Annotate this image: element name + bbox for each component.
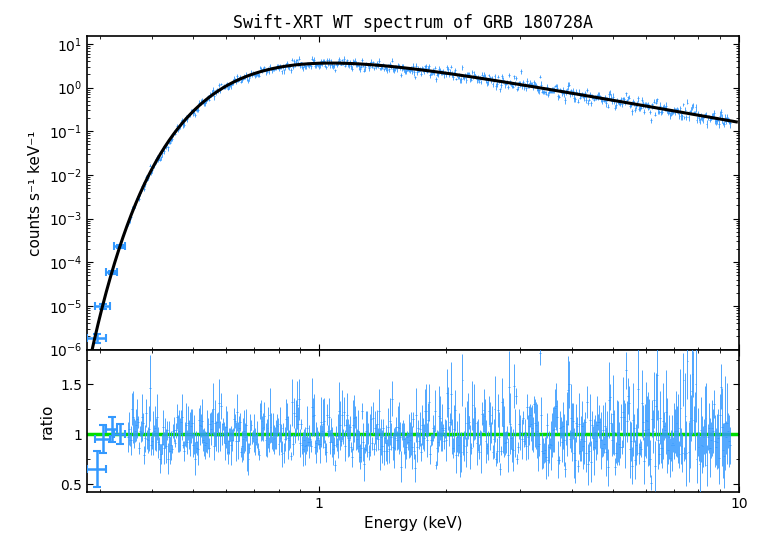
Y-axis label: ratio: ratio bbox=[39, 403, 55, 439]
Y-axis label: counts s⁻¹ keV⁻¹: counts s⁻¹ keV⁻¹ bbox=[28, 130, 43, 256]
Title: Swift-XRT WT spectrum of GRB 180728A: Swift-XRT WT spectrum of GRB 180728A bbox=[233, 14, 593, 32]
X-axis label: Energy (keV): Energy (keV) bbox=[364, 517, 462, 532]
